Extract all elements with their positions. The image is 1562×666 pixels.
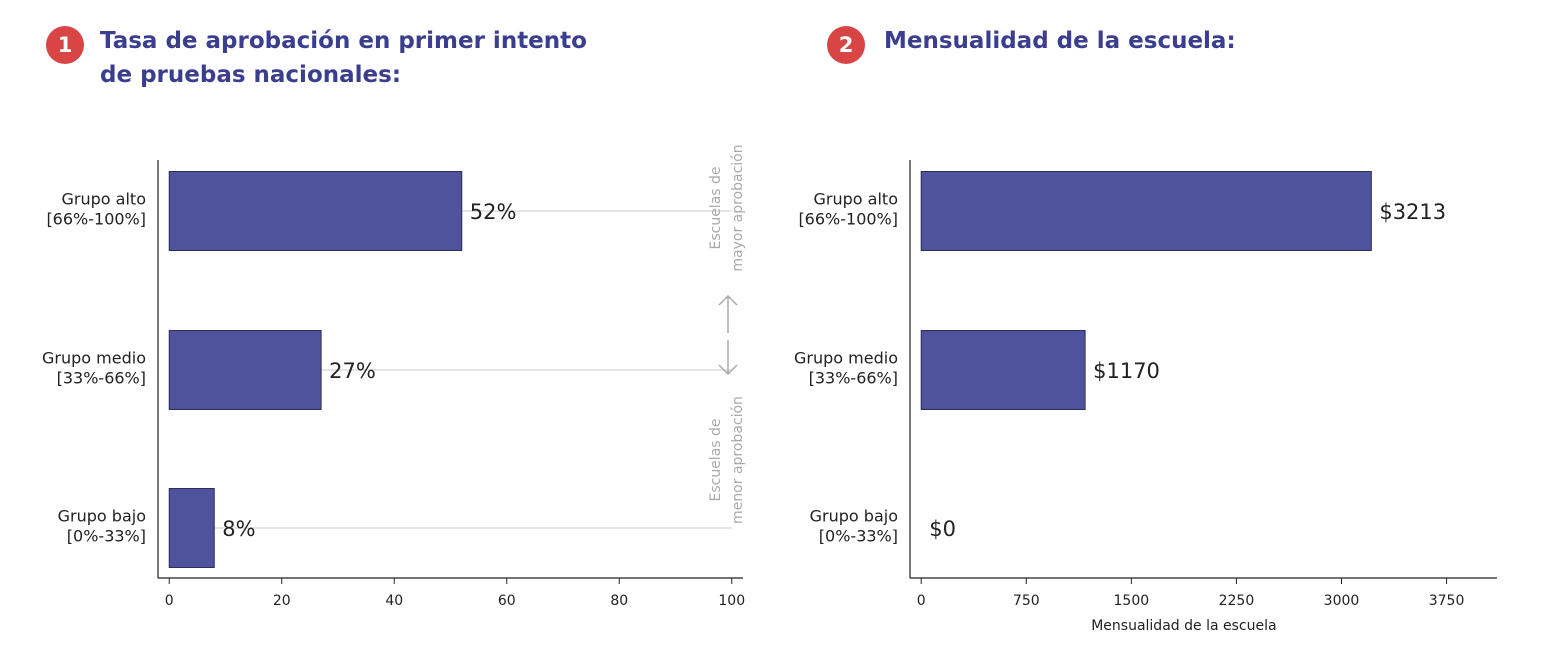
x-tick-label: 3750: [1429, 593, 1465, 609]
arrow-down: [718, 340, 738, 376]
chart-title: Mensualidad de la escuela:: [884, 28, 1236, 54]
x-tick-label: 40: [385, 593, 403, 609]
y-tick-label: Grupo bajo: [58, 507, 146, 526]
annotation: Escuelas de mayor aprobación: [708, 144, 746, 271]
x-tick-label: 80: [610, 593, 628, 609]
x-tick-label: 1500: [1114, 593, 1150, 609]
x-axis-label: Mensualidad de la escuela: [1091, 618, 1276, 634]
value-label: $1170: [1093, 359, 1160, 383]
y-tick-label: Grupo alto: [814, 190, 898, 209]
y-tick-label: Grupo medio: [794, 349, 898, 368]
y-tick-label: [66%-100%]: [798, 210, 898, 229]
y-tick-label: [0%-33%]: [67, 527, 146, 546]
arrow-up: [718, 294, 738, 333]
x-tick-label: 3000: [1324, 593, 1360, 609]
y-tick-label: [0%-33%]: [819, 527, 898, 546]
bar: [168, 330, 322, 410]
x-tick-label: 2250: [1219, 593, 1255, 609]
badge: 2: [827, 26, 865, 64]
value-label: $3213: [1379, 200, 1446, 224]
y-tick-label: Grupo bajo: [810, 507, 898, 526]
x-tick-label: 100: [718, 593, 745, 609]
x-tick-label: 0: [917, 593, 926, 609]
annotation: Escuelas de menor aprobación: [708, 396, 746, 524]
y-tick-label: Grupo medio: [42, 349, 146, 368]
value-label: $0: [929, 517, 956, 541]
x-tick-label: 60: [498, 593, 516, 609]
y-tick-label: Grupo alto: [62, 190, 146, 209]
value-label: 8%: [222, 517, 255, 541]
x-tick-label: 750: [1013, 593, 1040, 609]
annotation-text: Escuelas de: [708, 418, 724, 501]
x-tick-label: 0: [165, 593, 174, 609]
bar: [920, 171, 1372, 251]
badge: 1: [46, 26, 84, 64]
y-tick-label: [33%-66%]: [809, 369, 898, 388]
x-tick-label: 20: [273, 593, 291, 609]
value-label: 52%: [470, 200, 517, 224]
bar: [920, 330, 1086, 410]
bar: [168, 488, 215, 568]
y-tick-label: [33%-66%]: [57, 369, 146, 388]
value-label: 27%: [329, 359, 376, 383]
annotation-text: mayor aprobación: [730, 144, 746, 271]
annotation-text: menor aprobación: [730, 396, 746, 524]
y-tick-label: [66%-100%]: [46, 210, 146, 229]
chart-title: Tasa de aprobación en primer intento de …: [100, 28, 587, 88]
annotation-text: Escuelas de: [708, 166, 724, 249]
bar: [168, 171, 463, 251]
